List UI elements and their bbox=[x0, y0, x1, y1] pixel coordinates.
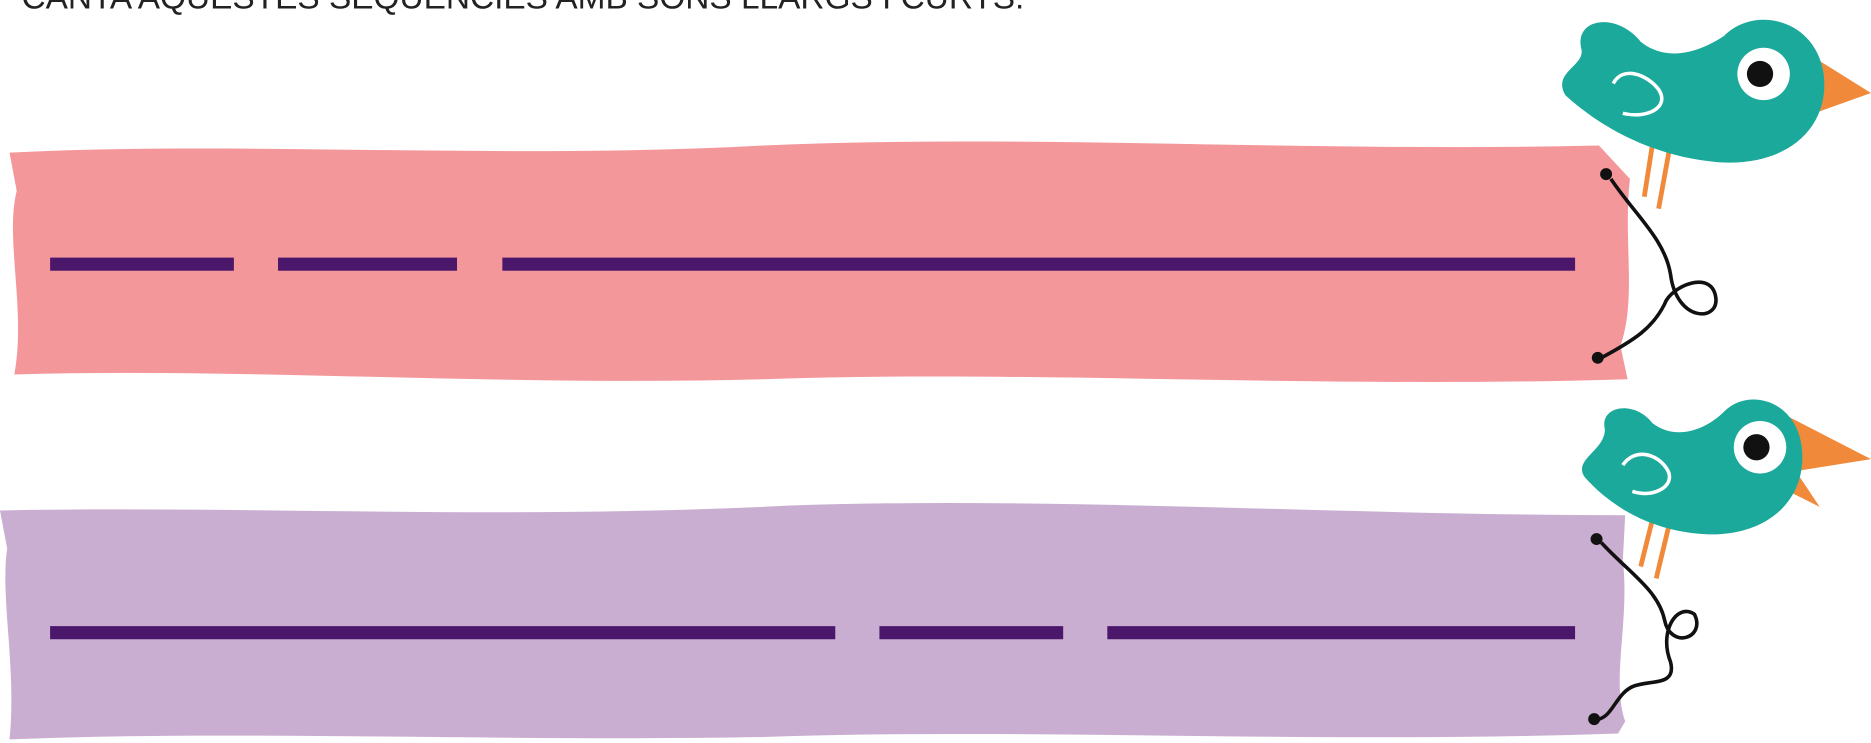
banner-purple bbox=[0, 503, 1625, 739]
instruction: CANTA AQUESTES SEQÜÈNCIES AMB SONS LLARG… bbox=[21, 0, 1024, 16]
short-dash bbox=[879, 626, 1063, 639]
worksheet: CANTA AQUESTES SEQÜÈNCIES AMB SONS LLARG… bbox=[0, 0, 1871, 743]
short-dash bbox=[50, 258, 234, 271]
long-dash bbox=[1107, 626, 1575, 639]
long-dash bbox=[502, 258, 1575, 271]
page: {"instruction": "CANTA AQUESTES SEQÜÈNCI… bbox=[0, 0, 1871, 743]
bird-illustration bbox=[1582, 400, 1871, 726]
short-dash bbox=[278, 258, 457, 271]
long-dash bbox=[50, 626, 835, 639]
